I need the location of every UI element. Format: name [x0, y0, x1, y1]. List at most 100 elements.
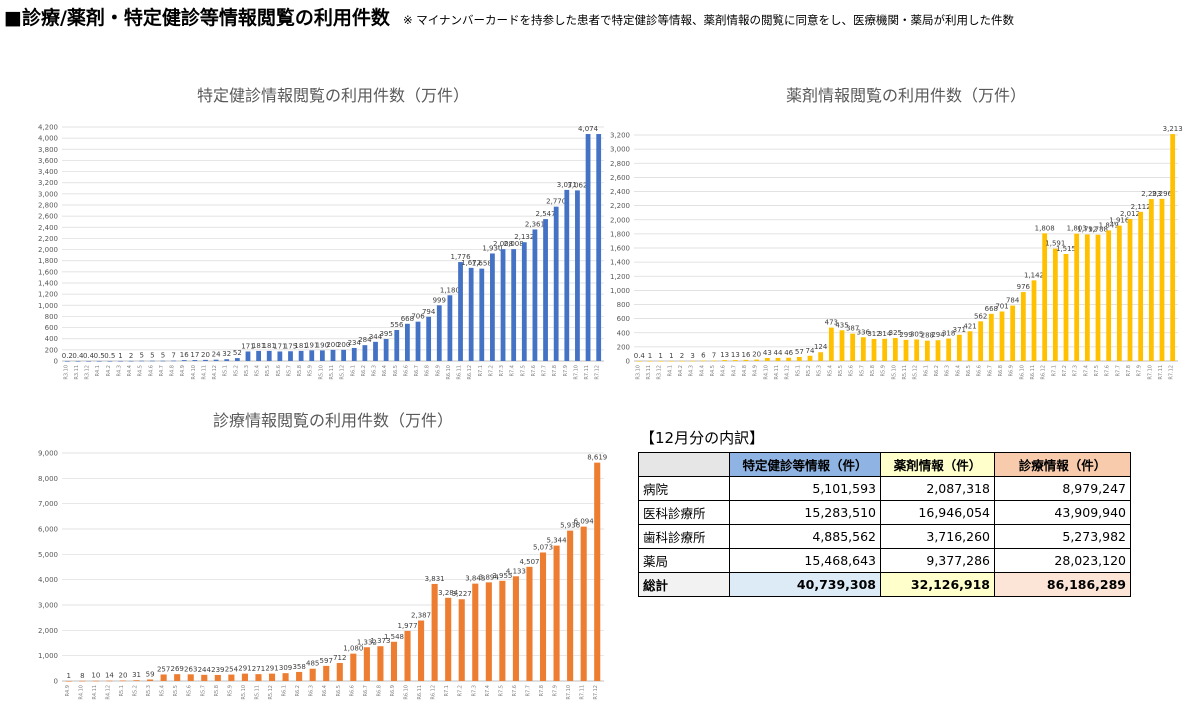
x-tick-label: R4.7 — [159, 365, 165, 376]
data-label: 171 — [241, 342, 254, 350]
x-tick-label: R4.2 — [678, 365, 684, 376]
data-label: 309 — [279, 664, 292, 672]
bar — [228, 674, 235, 681]
data-label: 976 — [1017, 283, 1031, 291]
bar — [1116, 225, 1122, 361]
data-label: 0.2 — [62, 352, 73, 360]
x-tick-label: R4.10 — [191, 365, 197, 380]
y-tick-label: 2,800 — [38, 202, 58, 210]
bar — [1084, 234, 1090, 361]
y-tick-label: 2,000 — [610, 216, 630, 224]
bar — [690, 360, 696, 362]
data-label: 59 — [146, 671, 155, 679]
bar — [999, 311, 1005, 361]
bar — [1031, 280, 1037, 361]
y-tick-label: 1,400 — [38, 280, 58, 288]
y-tick-label: 2,000 — [38, 246, 58, 254]
x-tick-label: R5.9 — [881, 365, 887, 376]
data-label: 46 — [784, 349, 793, 357]
x-tick-label: R6.9 — [435, 365, 441, 376]
data-label: 706 — [411, 313, 425, 321]
x-tick-label: R7.5 — [520, 365, 526, 376]
data-label: 3,831 — [425, 575, 445, 583]
data-label: 13 — [720, 351, 729, 359]
data-label: 668 — [985, 305, 998, 313]
bar — [266, 350, 272, 361]
bar — [567, 530, 574, 681]
data-label: 5 — [150, 352, 154, 360]
page-title: ■診療/薬剤・特定健診等情報閲覧の利用件数 — [4, 7, 390, 29]
data-label: 344 — [369, 333, 383, 341]
y-tick-label: 200 — [45, 346, 58, 354]
bar — [341, 349, 347, 361]
y-tick-label: 0 — [626, 358, 630, 366]
bar — [575, 190, 580, 361]
x-tick-label: R4.6 — [148, 365, 154, 376]
x-tick-label: R3.11 — [646, 365, 652, 380]
x-tick-label: R6.3 — [945, 365, 951, 376]
bar — [647, 360, 653, 362]
chart-title: 特定健診情報閲覧の利用件数（万件） — [197, 86, 469, 105]
x-tick-label: R4.5 — [710, 365, 716, 376]
yakuzai-usage-chart: 薬剤情報閲覧の利用件数（万件） 0 200 400 600 800 1,000 1,200 1,… — [610, 86, 1183, 380]
x-tick-label: R7.11 — [584, 365, 590, 380]
bar — [543, 219, 548, 361]
x-tick-label: R4.12 — [785, 365, 791, 380]
bar — [383, 338, 389, 361]
data-label: 284 — [358, 336, 372, 344]
bar — [892, 338, 898, 361]
cell-shinryo: 43,909,940 — [994, 500, 1131, 525]
data-label: 5 — [161, 352, 165, 360]
bar — [79, 680, 86, 682]
bar — [351, 347, 357, 361]
x-tick-label: R6.11 — [457, 365, 463, 380]
breakdown-table: 特定健診等情報（件） 薬剤情報（件） 診療情報（件） 病院 5,101,593 … — [638, 452, 1131, 597]
bar — [1074, 233, 1080, 361]
x-tick-label: R6.3 — [372, 365, 378, 376]
x-tick-label: R6.12 — [467, 365, 473, 380]
y-tick-label: 2,000 — [38, 627, 58, 635]
cell-shinryo: 8,979,247 — [994, 476, 1131, 501]
data-label: 1,080 — [343, 645, 363, 653]
data-label: 2 — [680, 352, 684, 360]
data-label: 191 — [305, 341, 318, 349]
bar — [160, 360, 166, 362]
y-tick-label: 600 — [45, 324, 58, 332]
y-tick-label: 1,400 — [610, 259, 630, 267]
x-tick-label: R5.1 — [119, 685, 125, 696]
data-label: 7 — [712, 352, 716, 360]
bar — [636, 360, 642, 362]
y-tick-label: 3,200 — [610, 132, 630, 140]
data-label: 1,916 — [1109, 217, 1130, 225]
bar — [282, 673, 289, 681]
x-tick-label: R5.7 — [286, 365, 292, 376]
bar — [458, 262, 463, 361]
x-tick-label: R6.8 — [998, 365, 1004, 376]
breakdown-title: 【12月分の内訳】 — [640, 429, 765, 447]
x-tick-label: R7.12 — [1169, 365, 1175, 380]
data-label: 3,843 — [465, 575, 485, 583]
data-label: 0.5 — [104, 352, 115, 360]
bar — [668, 360, 674, 362]
data-label: 254 — [225, 666, 239, 674]
x-tick-label: R5.8 — [214, 685, 220, 696]
x-tick-label: R5.7 — [200, 685, 206, 696]
data-label: 244 — [198, 666, 212, 674]
x-tick-label: R5.9 — [308, 365, 314, 376]
chart-title: 薬剤情報閲覧の利用件数（万件） — [786, 86, 1026, 105]
x-tick-label: R5.6 — [276, 365, 282, 376]
data-label: 395 — [379, 330, 392, 338]
bar — [330, 349, 336, 361]
y-tick-label: 3,200 — [38, 179, 58, 187]
x-tick-label: R5.6 — [187, 685, 193, 696]
x-tick-label: R6.2 — [295, 685, 301, 696]
y-tick-label: 800 — [617, 301, 630, 309]
x-tick-label: R6.2 — [361, 365, 367, 376]
x-tick-label: R4.8 — [742, 365, 748, 376]
kenshin-usage-chart: 特定健診情報閲覧の利用件数（万件） 0 200 400 600 800 1,000 1,200… — [38, 86, 604, 380]
bar — [479, 268, 485, 361]
x-tick-label: R6.11 — [417, 685, 423, 700]
data-label: 1,808 — [1035, 224, 1055, 232]
y-tick-label: 800 — [45, 313, 58, 321]
x-tick-label: R7.7 — [1115, 365, 1121, 376]
